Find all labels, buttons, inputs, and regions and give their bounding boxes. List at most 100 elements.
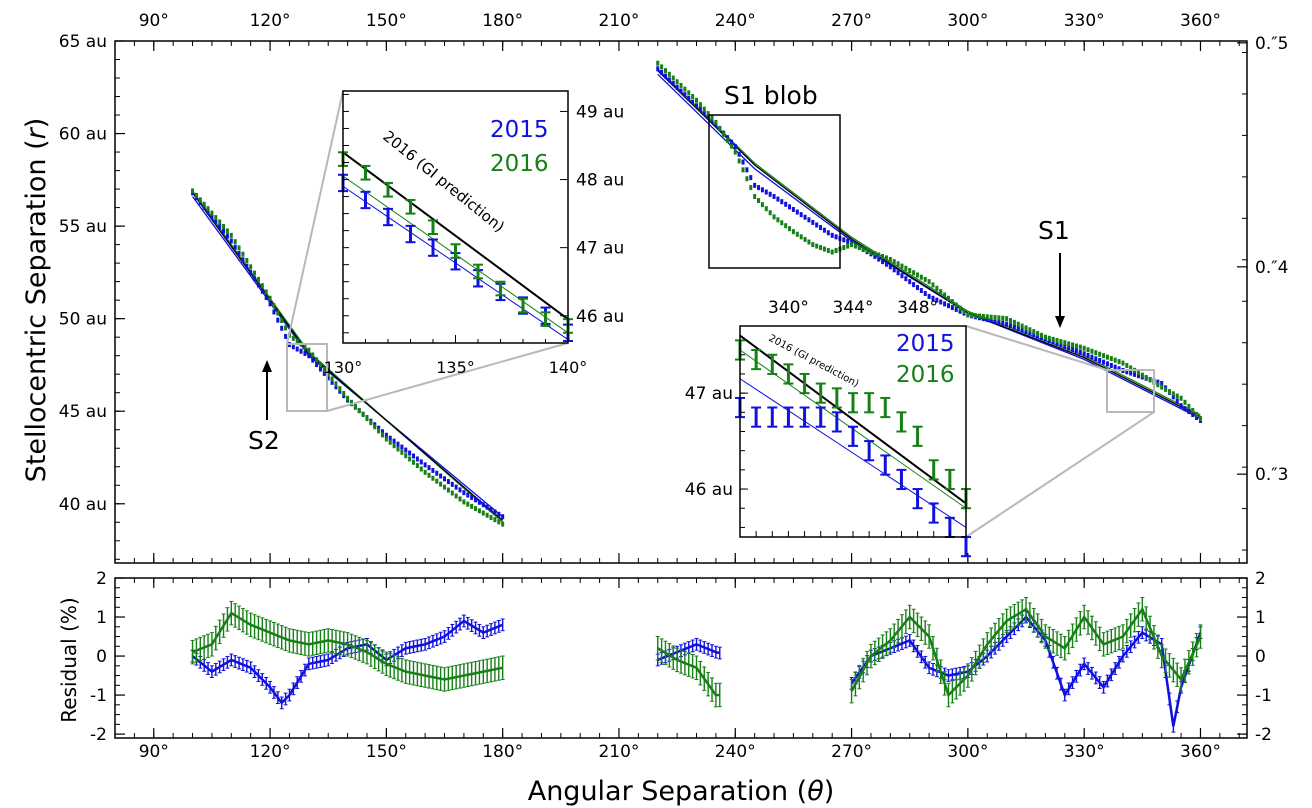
main-data-point-2015 — [1117, 366, 1121, 372]
main-data-point-2016 — [702, 106, 706, 112]
main-data-point-2015 — [470, 494, 474, 500]
main-data-point-2015 — [1187, 409, 1191, 415]
main-data-point-2015 — [326, 375, 330, 381]
main-data-point-2016 — [1032, 329, 1036, 335]
main-data-point-2016 — [803, 236, 807, 242]
main-data-point-2015 — [431, 467, 435, 473]
main-data-point-2016 — [935, 285, 939, 291]
main-data-point-2016 — [194, 192, 198, 198]
main-data-point-2015 — [819, 225, 823, 231]
main-data-point-2016 — [660, 64, 664, 70]
zoom-connector-right-top — [965, 325, 1108, 371]
main-data-point-2016 — [280, 318, 284, 324]
main-data-point-2016 — [303, 344, 307, 350]
main-data-point-2016 — [753, 193, 757, 199]
main-data-point-2015 — [497, 511, 501, 517]
main-data-point-2016 — [1059, 339, 1063, 345]
main-top-tick-label: 300° — [947, 11, 988, 31]
main-data-point-2015 — [396, 441, 400, 447]
main-data-point-2016 — [1175, 393, 1179, 399]
main-data-point-2016 — [687, 90, 691, 96]
main-top-tick-label: 120° — [250, 11, 291, 31]
main-data-point-2015 — [272, 309, 276, 315]
main-data-point-2015 — [1191, 412, 1195, 418]
main-data-point-2016 — [1117, 359, 1121, 365]
main-data-point-2015 — [233, 244, 237, 250]
s2-annotation: S2 — [248, 360, 280, 455]
main-data-point-2016 — [1051, 336, 1055, 342]
main-data-point-2015 — [904, 276, 908, 282]
main-data-point-2015 — [380, 429, 384, 435]
main-data-point-2015 — [400, 444, 404, 450]
main-data-point-2016 — [264, 289, 268, 295]
main-data-point-2016 — [233, 239, 237, 245]
main-data-point-2016 — [276, 310, 280, 316]
residual-y-tick-label: 2 — [96, 569, 107, 589]
main-data-point-2016 — [695, 97, 699, 103]
main-data-point-2016 — [1047, 335, 1051, 341]
main-data-point-2016 — [881, 253, 885, 259]
main-y-tick-label: 45 au — [59, 402, 107, 422]
main-data-point-2015 — [1032, 332, 1036, 338]
main-data-point-2016 — [1063, 340, 1067, 346]
main-data-point-2015 — [675, 84, 679, 90]
main-data-point-2016 — [741, 167, 745, 173]
main-data-point-2016 — [671, 75, 675, 81]
main-data-point-2016 — [888, 256, 892, 262]
main-data-point-2016 — [1183, 399, 1187, 405]
residual-line-2016 — [192, 611, 503, 681]
main-data-point-2015 — [830, 232, 834, 238]
main-data-point-2015 — [881, 259, 885, 265]
main-data-point-2016 — [784, 223, 788, 229]
inset-right-x-tick-label: 348° — [897, 298, 938, 318]
main-data-point-2015 — [753, 182, 757, 188]
main-data-point-2016 — [462, 499, 466, 505]
main-data-point-2016 — [307, 347, 311, 353]
main-data-point-2016 — [962, 309, 966, 315]
inset-left-legend-2016: 2016 — [490, 151, 549, 177]
main-data-point-2016 — [1113, 357, 1117, 363]
residual-y-tick-label: -2 — [90, 725, 107, 745]
main-data-point-2015 — [1005, 321, 1009, 327]
main-data-point-2016 — [241, 251, 245, 257]
inset-right-y-tick-label: 47 au — [685, 384, 733, 404]
main-data-point-2016 — [946, 295, 950, 301]
main-data-point-2015 — [915, 285, 919, 291]
main-data-point-2015 — [315, 362, 319, 368]
main-data-point-2016 — [1086, 347, 1090, 353]
main-data-point-2016 — [1105, 354, 1109, 360]
main-data-point-2016 — [768, 210, 772, 216]
main-data-point-2015 — [1086, 352, 1090, 358]
main-data-point-2016 — [408, 456, 412, 462]
main-data-point-2016 — [206, 206, 210, 212]
inset-left-y-tick-label: 47 au — [576, 239, 624, 259]
main-data-point-2015 — [997, 319, 1001, 325]
main-data-point-2015 — [946, 303, 950, 309]
main-data-point-2015 — [663, 73, 667, 79]
main-data-point-2016 — [377, 428, 381, 434]
main-data-point-2015 — [427, 465, 431, 471]
main-y-axis-title: Stellocentric Separation (r) — [21, 118, 52, 483]
main-data-point-2016 — [384, 436, 388, 442]
residual-x-tick-label: 180° — [482, 742, 523, 762]
main-y-axis-title-text: Stellocentric Separation ( — [21, 139, 52, 482]
main-data-point-2016 — [733, 149, 737, 155]
main-data-point-2015 — [842, 237, 846, 243]
residual-x-tick-label: 300° — [947, 742, 988, 762]
main-data-point-2016 — [939, 289, 943, 295]
main-data-point-2016 — [373, 424, 377, 430]
main-data-point-2015 — [1183, 406, 1187, 412]
main-data-point-2016 — [873, 251, 877, 257]
main-data-point-2015 — [1133, 371, 1137, 377]
main-data-point-2015 — [214, 219, 218, 225]
main-data-point-2016 — [443, 484, 447, 490]
main-data-point-2016 — [334, 381, 338, 387]
main-data-point-2016 — [1001, 315, 1005, 321]
main-data-point-2016 — [1129, 365, 1133, 371]
main-data-point-2016 — [776, 217, 780, 223]
main-data-point-2016 — [268, 295, 272, 301]
main-data-point-2015 — [698, 106, 702, 112]
main-data-point-2016 — [908, 268, 912, 274]
main-data-point-2015 — [1113, 364, 1117, 370]
main-data-point-2015 — [888, 264, 892, 270]
